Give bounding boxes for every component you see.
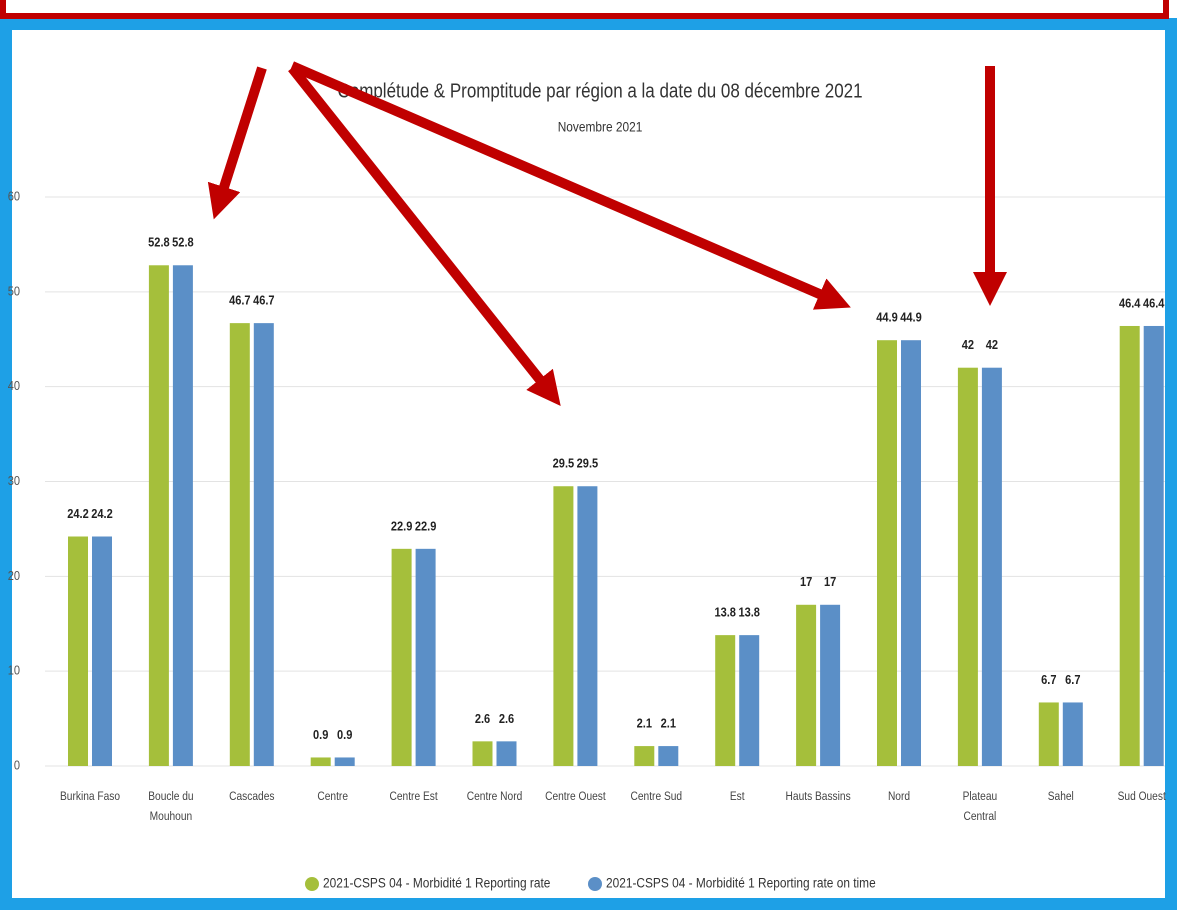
value-label: 44.9 bbox=[876, 310, 898, 325]
x-tick-label: Sud Ouest bbox=[1118, 790, 1167, 803]
x-tick-line: Mouhoun bbox=[150, 810, 192, 823]
bar bbox=[310, 757, 331, 766]
x-tick-label: Centre Sud bbox=[631, 790, 683, 803]
value-label: 52.8 bbox=[148, 235, 170, 250]
x-tick-label: Nord bbox=[888, 790, 910, 803]
bar bbox=[957, 367, 978, 766]
value-label: 29.5 bbox=[553, 456, 575, 471]
chart-title: Complétude & Promptitude par région a la… bbox=[337, 79, 862, 102]
arrow bbox=[290, 61, 851, 310]
value-label: 46.4 bbox=[1119, 296, 1141, 311]
value-label: 0.9 bbox=[313, 727, 329, 742]
annotation-arrows bbox=[207, 61, 1007, 406]
value-label: 17 bbox=[800, 574, 813, 589]
bar bbox=[68, 536, 88, 766]
y-tick-label: 0 bbox=[14, 758, 20, 773]
bar bbox=[796, 604, 817, 766]
value-label: 17 bbox=[824, 574, 837, 589]
bar bbox=[739, 635, 760, 766]
legend-swatch bbox=[588, 877, 602, 891]
plot: Complétude & Promptitude par région a la… bbox=[8, 79, 1167, 891]
bar bbox=[1143, 325, 1164, 766]
bar bbox=[1119, 325, 1140, 766]
bar bbox=[391, 548, 412, 766]
bar bbox=[981, 367, 1002, 766]
x-tick-label: Centre Est bbox=[390, 790, 439, 803]
value-label: 6.7 bbox=[1065, 672, 1081, 687]
legend-swatch bbox=[305, 877, 319, 891]
bar bbox=[148, 265, 169, 766]
value-label: 46.7 bbox=[253, 293, 275, 308]
x-tick-label: Centre bbox=[317, 790, 348, 803]
x-tick-label: Est bbox=[730, 790, 746, 803]
bar bbox=[472, 741, 493, 766]
bar bbox=[715, 635, 736, 766]
value-label: 0.9 bbox=[337, 727, 353, 742]
bar bbox=[1038, 702, 1059, 766]
x-tick-label: Sahel bbox=[1048, 790, 1074, 803]
arrow bbox=[288, 64, 561, 406]
bar bbox=[253, 323, 274, 766]
y-tick-label: 20 bbox=[8, 568, 21, 583]
value-label: 2.6 bbox=[499, 711, 515, 726]
bar bbox=[92, 536, 112, 766]
bar bbox=[1062, 702, 1083, 766]
chart-subtitle: Novembre 2021 bbox=[558, 119, 643, 135]
bar bbox=[553, 486, 574, 766]
value-label: 46.4 bbox=[1143, 296, 1165, 311]
x-tick-label: Centre Nord bbox=[467, 790, 523, 803]
value-label: 13.8 bbox=[714, 605, 736, 620]
value-label: 2.1 bbox=[661, 716, 677, 731]
value-label: 24.2 bbox=[67, 506, 89, 521]
bar bbox=[415, 548, 436, 766]
value-label: 22.9 bbox=[415, 518, 437, 533]
value-label: 42 bbox=[962, 337, 975, 352]
x-tick-label: Centre Ouest bbox=[545, 790, 606, 803]
x-tick-label: Boucle du Mouhoun bbox=[148, 790, 193, 823]
x-tick-label: Plateau Central bbox=[963, 790, 998, 823]
x-tick-line: Boucle du bbox=[148, 790, 193, 803]
frame bbox=[0, 18, 1177, 910]
bar bbox=[496, 741, 517, 766]
x-tick-label: Burkina Faso bbox=[60, 790, 120, 803]
bar bbox=[820, 604, 841, 766]
y-tick-label: 40 bbox=[8, 378, 21, 393]
value-label: 6.7 bbox=[1041, 672, 1057, 687]
x-tick-label: Cascades bbox=[229, 790, 275, 803]
value-label: 13.8 bbox=[738, 605, 760, 620]
bar bbox=[877, 340, 897, 766]
x-tick-line: Central bbox=[963, 810, 996, 823]
legend-label: 2021-CSPS 04 - Morbidité 1 Reporting rat… bbox=[606, 875, 876, 891]
value-label: 22.9 bbox=[391, 518, 413, 533]
bar bbox=[577, 486, 598, 766]
bar bbox=[658, 746, 679, 766]
bar bbox=[901, 340, 921, 766]
bar bbox=[334, 757, 355, 766]
value-label: 44.9 bbox=[900, 310, 922, 325]
value-label: 42 bbox=[986, 337, 999, 352]
arrow bbox=[207, 66, 267, 220]
value-label: 24.2 bbox=[91, 506, 113, 521]
y-tick-label: 60 bbox=[8, 189, 21, 204]
y-tick-label: 10 bbox=[8, 663, 21, 678]
value-label: 2.1 bbox=[637, 716, 653, 731]
legend-label: 2021-CSPS 04 - Morbidité 1 Reporting rat… bbox=[323, 875, 550, 891]
bar bbox=[634, 746, 655, 766]
y-tick-label: 30 bbox=[8, 473, 21, 488]
y-tick-label: 50 bbox=[8, 283, 21, 298]
x-tick-line: Plateau bbox=[963, 790, 998, 803]
annotation-box bbox=[0, 0, 1169, 19]
value-label: 46.7 bbox=[229, 293, 251, 308]
value-label: 29.5 bbox=[577, 456, 599, 471]
bar bbox=[172, 265, 193, 766]
x-tick-label: Hauts Bassins bbox=[786, 790, 852, 803]
bar bbox=[229, 323, 250, 766]
value-label: 52.8 bbox=[172, 235, 194, 250]
value-label: 2.6 bbox=[475, 711, 491, 726]
